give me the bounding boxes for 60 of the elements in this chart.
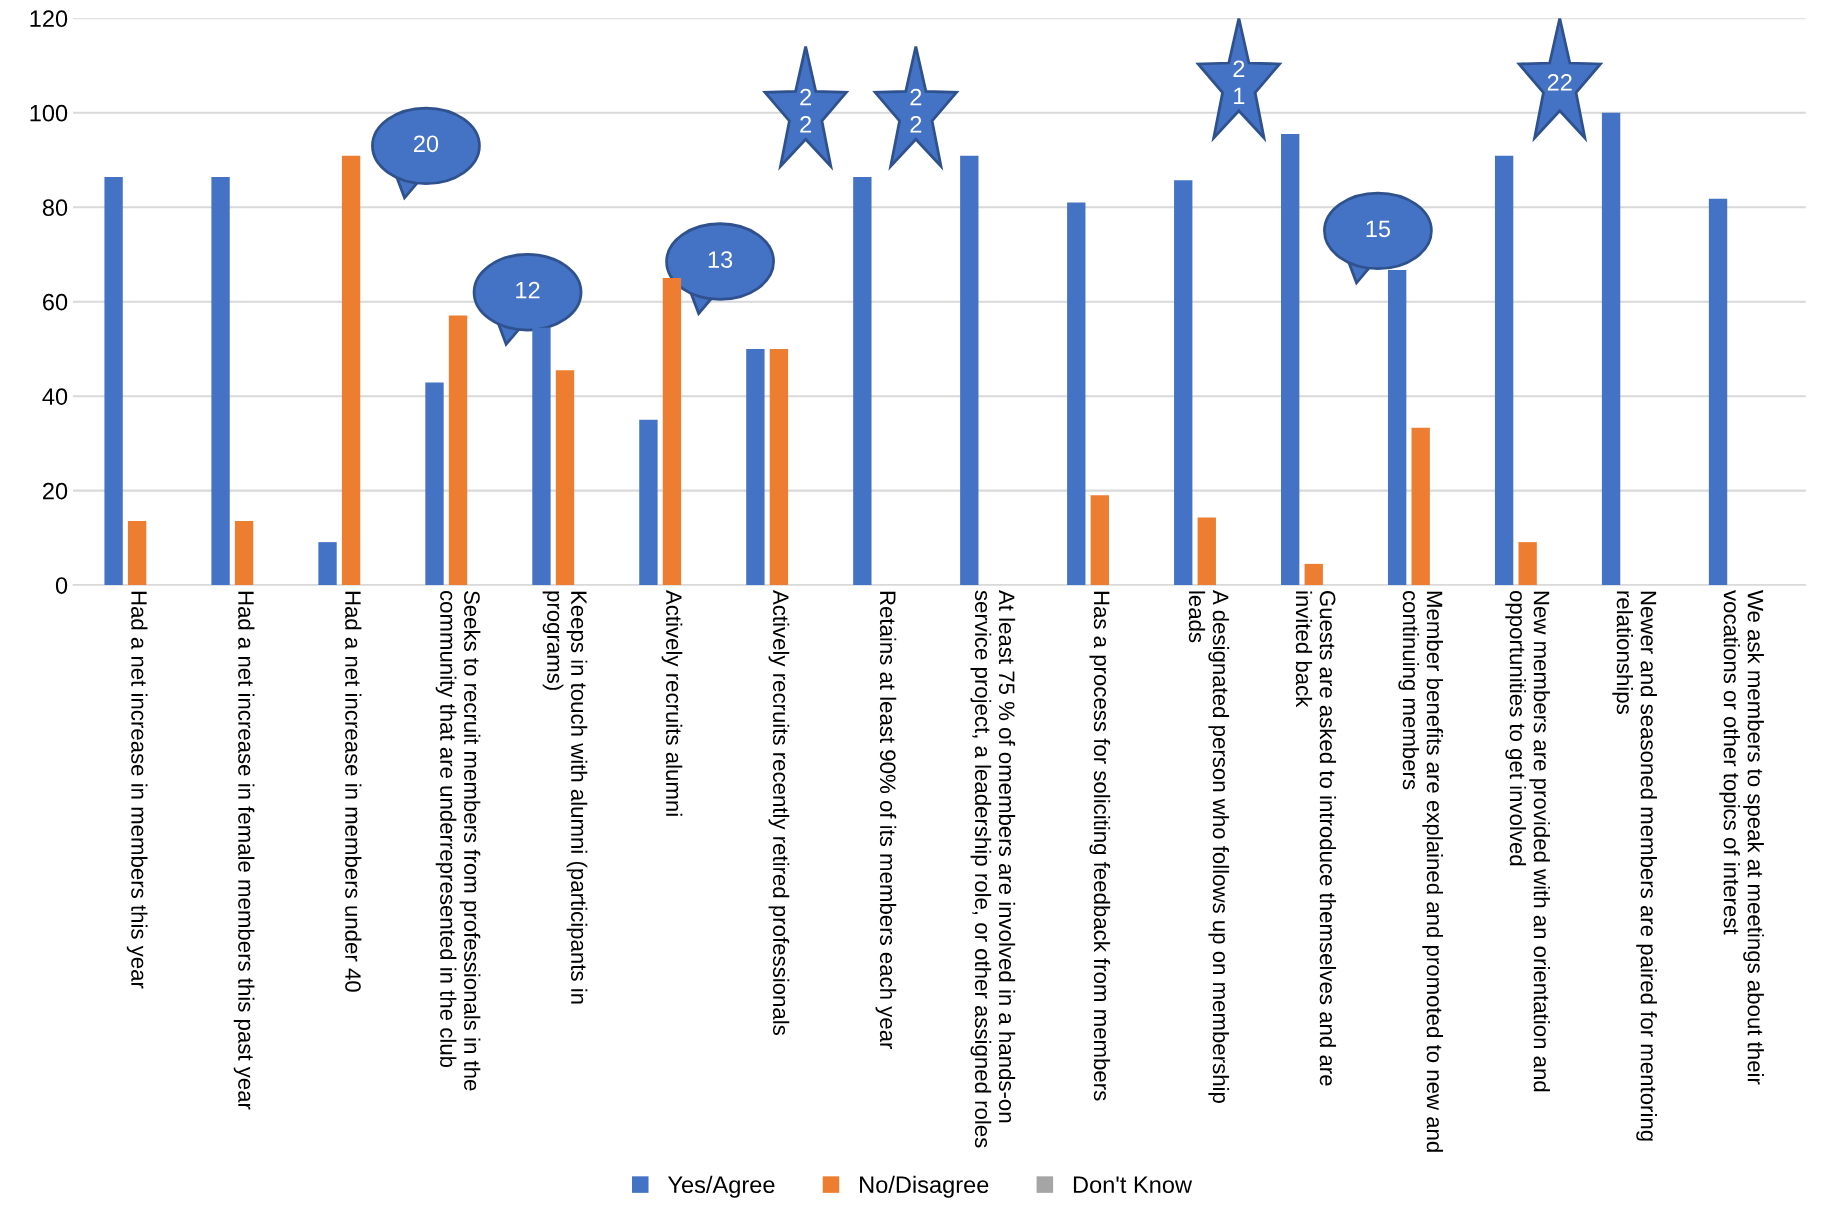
bar — [318, 542, 337, 586]
bar — [1494, 155, 1514, 586]
bar — [1281, 134, 1300, 586]
x-tick-label: Actively recruits alumni — [661, 590, 683, 816]
x-tick-label: New members are provided with an orientation and opportunities to get involved — [1505, 590, 1550, 1092]
x-tick-label: Had a net increase in female members this past year — [233, 591, 255, 1110]
y-tick-label: 0 — [55, 577, 68, 594]
x-tick-label: Had a net increase in members this year — [126, 591, 148, 989]
x-tick-label: We ask members to speak at meetings about their vocations or other topics of interest — [1719, 590, 1764, 1085]
x-tick-label: Seeks to recruit members from professionals in the community that are underrepresented in the club — [435, 590, 481, 1091]
bar — [211, 177, 230, 586]
x-tick-label: Keeps in touch with alumni (participants in programs) — [542, 591, 588, 1004]
bar — [1304, 563, 1323, 586]
bar — [1708, 198, 1728, 586]
annotation: 15 — [1366, 220, 1391, 238]
bar — [234, 520, 254, 586]
legend-label: No/Disagree — [860, 1175, 989, 1198]
x-tick-label: Newer and seasoned members are paired for mentoring relationships — [1612, 591, 1657, 1141]
bar — [104, 177, 123, 586]
x-tick-label: Guests are asked to introduce themselves and are invited back — [1295, 591, 1337, 1086]
bar — [662, 278, 682, 586]
y-tick-label: 120 — [30, 10, 68, 28]
legend-label: Yes/Agree — [667, 1175, 775, 1198]
annotation: 22 — [1547, 74, 1572, 91]
annotation: 12 — [516, 281, 540, 299]
x-tick-label: Member benefits are explained and promoted to new and continuing members — [1398, 590, 1444, 1152]
annotation: 2 2 — [910, 88, 922, 133]
bar — [1518, 542, 1537, 586]
x-tick-label: A designated person who follows up on membership leads — [1188, 590, 1230, 1103]
bar — [769, 348, 789, 586]
bar — [1411, 427, 1430, 586]
bar — [853, 177, 872, 586]
annotation: 13 — [708, 251, 733, 268]
y-tick-label: 20 — [43, 482, 68, 500]
bar — [1197, 517, 1216, 586]
y-tick-label: 60 — [43, 293, 68, 311]
annotation: 2 1 — [1233, 60, 1245, 105]
legend-label: Don't Know — [1073, 1176, 1193, 1194]
bar — [639, 419, 658, 586]
x-tick-label: Had a net increase in members under 40 — [345, 591, 362, 992]
bar — [425, 382, 444, 586]
x-tick-label: Retains at least 90% of its members each year — [875, 591, 897, 1050]
x-tick-label: Has a process for soliciting feedback from members — [1089, 591, 1111, 1101]
bar — [746, 348, 765, 586]
bar — [1601, 112, 1621, 586]
y-tick-label: 40 — [42, 388, 68, 405]
bar — [555, 370, 575, 586]
bar — [341, 155, 361, 586]
bar — [448, 315, 468, 586]
bar — [1090, 495, 1109, 586]
y-tick-label: 100 — [30, 104, 68, 122]
y-tick-label: 80 — [42, 199, 68, 217]
bar — [1067, 202, 1086, 586]
bar — [960, 155, 979, 586]
bar — [127, 520, 147, 586]
annotation: 2 2 — [800, 88, 812, 133]
bar — [1174, 180, 1193, 586]
x-tick-label: At least 75 % of omembers are involved in a hands-on service project, a leadership role, or other assigned roles — [970, 590, 1016, 1148]
annotation: 20 — [414, 135, 439, 153]
x-tick-label: Actively recruits recently retired professionals — [768, 590, 790, 1036]
